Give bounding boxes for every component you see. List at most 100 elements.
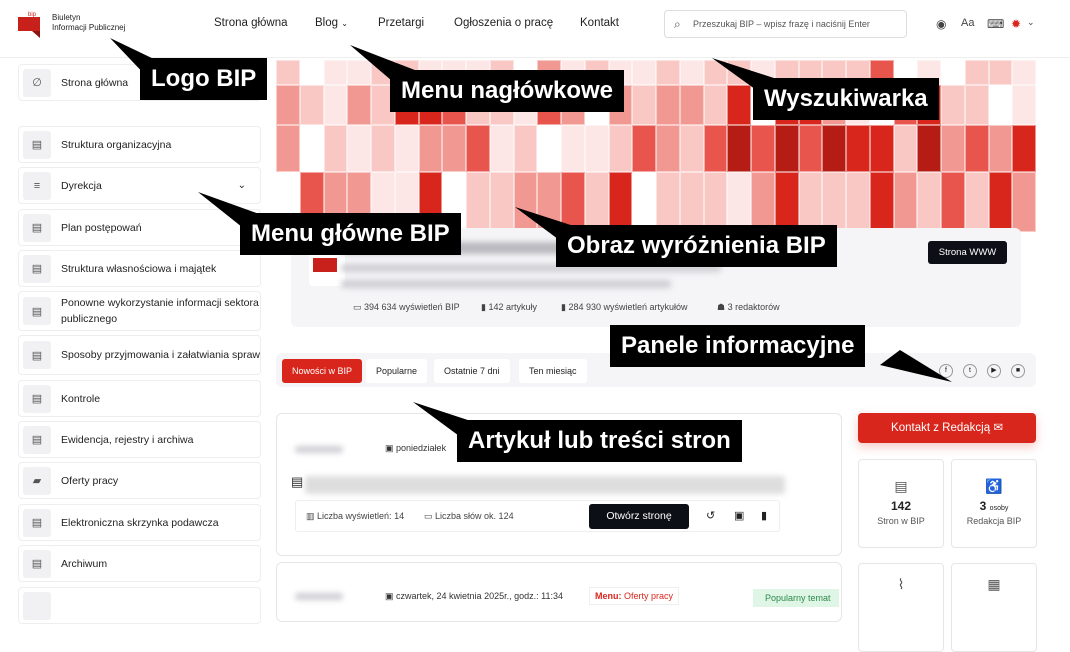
sidebar-item-more[interactable]: [18, 587, 261, 624]
banner-cell: [679, 60, 704, 85]
sidebar-item-plan[interactable]: ▤ Plan postępowań: [18, 209, 261, 246]
tile-label: Stron w BIP: [877, 516, 925, 526]
eye-icon[interactable]: ◉: [936, 17, 947, 31]
banner-cell: [703, 172, 728, 232]
sidebar-item-label: Struktura organizacyjna: [61, 138, 172, 151]
logo-text[interactable]: Biuletyn Informacji Publicznej: [52, 13, 125, 33]
sidebar-item-epuap[interactable]: ▤ Elektroniczna skrzynka podawcza: [18, 504, 261, 541]
chevron-down-icon[interactable]: ⌄: [237, 180, 246, 191]
open-page-button[interactable]: Otwórz stronę: [589, 504, 689, 529]
history-icon[interactable]: ↺: [706, 510, 716, 522]
sidebar-item-jobs[interactable]: ▰ Oferty pracy: [18, 462, 261, 499]
banner-cell: [347, 85, 371, 125]
accessibility-icon: ♿: [985, 478, 1003, 494]
banner-cell: [846, 172, 870, 232]
folder-icon: ▰: [23, 466, 51, 495]
banner-cell: [679, 172, 704, 232]
keyboard-icon[interactable]: ⌨: [987, 17, 1005, 31]
callout-main-menu: Menu główne BIP: [240, 213, 461, 255]
banner-cell: [941, 125, 965, 172]
home-icon: ∅: [23, 68, 51, 97]
nav-home[interactable]: Strona główna: [214, 17, 288, 29]
stat-text: 284 930 wyświetleń artykułów: [568, 302, 688, 312]
banner-cell: [561, 125, 585, 172]
banner-cell: [632, 172, 656, 232]
settings-icon[interactable]: ✹: [1011, 17, 1022, 31]
monitor-icon: ▭: [353, 302, 362, 312]
banner-cell: [988, 85, 1013, 125]
sidebar-item-controls[interactable]: ▤ Kontrole: [18, 380, 261, 417]
banner-cell: [869, 172, 894, 232]
banner-cell: [299, 60, 324, 85]
tile-unit: osoby: [989, 505, 1009, 512]
bookmark-icon[interactable]: ▮: [761, 510, 768, 522]
sidebar-item-ownership[interactable]: ▤ Struktura własnościowa i majątek: [18, 250, 261, 287]
sidebar-item-management[interactable]: ≡ Dyrekcja ⌄: [18, 167, 261, 204]
article-title-blurred[interactable]: [305, 476, 785, 494]
author-blurred: [295, 593, 343, 600]
nav-jobs[interactable]: Ogłoszenia o pracę: [454, 17, 554, 29]
banner-cell: [466, 125, 490, 172]
banner-cell: [276, 85, 300, 125]
sidebar-item-label: Kontrole: [61, 392, 101, 405]
font-size-icon[interactable]: Aa: [961, 17, 975, 29]
sidebar-item-structure[interactable]: ▤ Struktura organizacyjna: [18, 126, 261, 163]
banner-cell: [727, 125, 751, 172]
twitter-icon[interactable]: t: [963, 364, 977, 378]
banner-cell: [656, 172, 680, 232]
archive-icon[interactable]: ▣: [734, 510, 745, 522]
banner-cell: [513, 125, 538, 172]
banner-cell: [727, 172, 751, 232]
document-icon: ▤: [23, 341, 51, 369]
nav-tenders[interactable]: Przetargi: [378, 17, 425, 29]
facebook-icon[interactable]: f: [939, 364, 953, 378]
article-date: ▣ poniedziałek: [385, 443, 446, 454]
description-blurred: [341, 280, 671, 288]
callout-search: Wyszukiwarka: [753, 78, 939, 120]
banner-cell: [798, 125, 823, 172]
banner-cell: [917, 172, 941, 232]
mail-icon: ✉: [993, 422, 1003, 434]
chevron-down-icon[interactable]: ⌄: [1027, 17, 1035, 27]
instagram-icon[interactable]: ■: [1011, 364, 1025, 378]
youtube-icon[interactable]: ▶: [987, 364, 1001, 378]
menu-tag[interactable]: Menu: Oferty pracy: [589, 587, 680, 605]
banner-cell: [941, 172, 965, 232]
document-icon: ▤: [23, 213, 51, 242]
book-icon: ▮: [481, 302, 486, 312]
banner-cell: [727, 60, 751, 85]
nav-contact[interactable]: Kontakt: [580, 17, 619, 29]
contact-editors-button[interactable]: Kontakt z Redakcją ✉: [858, 413, 1036, 443]
banner-cell: [988, 60, 1013, 85]
sidebar-item-archive[interactable]: ▤ Archiwum: [18, 545, 261, 582]
search-placeholder: Przeszukaj BIP – wpisz frazę i naciśnij …: [693, 19, 870, 29]
callout-panels: Panele informacyjne: [610, 325, 866, 367]
banner-cell: [988, 125, 1013, 172]
banner-cell: [323, 60, 348, 85]
banner-cell: [656, 85, 680, 125]
tab-last-7-days[interactable]: Ostatnie 7 dni: [434, 359, 510, 383]
sidebar-item-procedures[interactable]: ▤ Sposoby przyjmowania i załatwiania spra…: [18, 335, 261, 375]
book-icon: ▮: [561, 302, 566, 312]
tab-this-month[interactable]: Ten miesiąc: [519, 359, 587, 383]
www-button[interactable]: Strona WWW: [928, 241, 1007, 264]
banner-cell: [964, 60, 989, 85]
banner-cell: [608, 125, 633, 172]
search-input[interactable]: ⌕ Przeszukaj BIP – wpisz frazę i naciśnij…: [664, 10, 907, 38]
bip-logo-icon[interactable]: bip: [18, 10, 42, 38]
tab-news[interactable]: Nowości w BIP: [282, 359, 363, 383]
banner-cell: [988, 172, 1013, 232]
document-icon: ▤: [894, 478, 908, 494]
sidebar-item-reuse[interactable]: ▤ Ponowne wykorzystanie informacji sektor…: [18, 291, 261, 331]
logo-line1: Biuletyn: [52, 13, 81, 22]
nav-blog[interactable]: Blog ⌄: [315, 17, 348, 29]
document-icon: ▤: [23, 384, 51, 413]
callout-logo: Logo BIP: [140, 58, 268, 100]
sidebar-item-registers[interactable]: ▤ Ewidencja, rejestry i archiwa: [18, 421, 261, 458]
tab-popular[interactable]: Popularne: [366, 359, 428, 383]
banner-cell: [774, 172, 799, 232]
document-icon: ▤: [23, 425, 51, 454]
banner-cell: [323, 85, 348, 125]
tile-calendar: ▦: [951, 563, 1037, 652]
article-date: ▣ czwartek, 24 kwietnia 2025r., godz.: 1…: [385, 591, 563, 602]
